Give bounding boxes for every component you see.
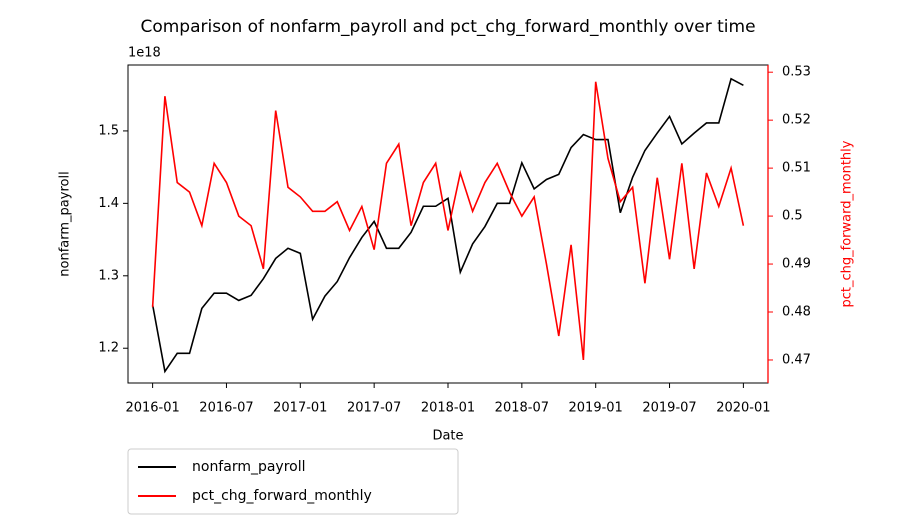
legend-label: nonfarm_payroll: [192, 459, 306, 475]
x-tick-label: 2018-07: [495, 401, 549, 416]
x-tick-label: 2016-07: [199, 401, 253, 416]
y-tick-label: 1.4: [98, 196, 119, 211]
legend-label: pct_chg_forward_monthly: [192, 488, 372, 504]
x-tick-label: 2017-07: [347, 401, 401, 416]
y-tick-label: 1.2: [98, 341, 119, 356]
y-tick-label: 1.3: [98, 268, 119, 283]
y-tick-label: 1.5: [98, 123, 119, 138]
y2-tick-label: 0.53: [782, 65, 811, 80]
y2-tick-label: 0.51: [782, 161, 811, 176]
y2-tick-label: 0.49: [782, 257, 811, 272]
x-tick-label: 2019-07: [642, 401, 696, 416]
x-axis-label: Date: [432, 429, 463, 444]
x-tick-label: 2018-01: [421, 401, 475, 416]
y-axis-label: nonfarm_payroll: [58, 171, 73, 276]
y2-tick-label: 0.52: [782, 113, 811, 128]
x-tick-label: 2019-01: [569, 401, 623, 416]
x-tick-label: 2017-01: [273, 401, 327, 416]
plot-frame: [127, 64, 769, 384]
series-line: [151, 77, 744, 374]
x-tick-label: 2016-01: [125, 401, 179, 416]
series-line: [151, 81, 745, 361]
y2-tick-label: 0.48: [782, 305, 811, 320]
y-offset-text: 1e18: [128, 46, 161, 61]
y2-tick-label: 0.47: [782, 352, 811, 367]
y2-axis-label: pct_chg_forward_monthly: [840, 140, 855, 307]
chart-title: Comparison of nonfarm_payroll and pct_ch…: [140, 17, 755, 37]
y2-tick-label: 0.5: [782, 209, 803, 224]
x-tick-label: 2020-01: [716, 401, 770, 416]
legend-box: [127, 448, 459, 515]
